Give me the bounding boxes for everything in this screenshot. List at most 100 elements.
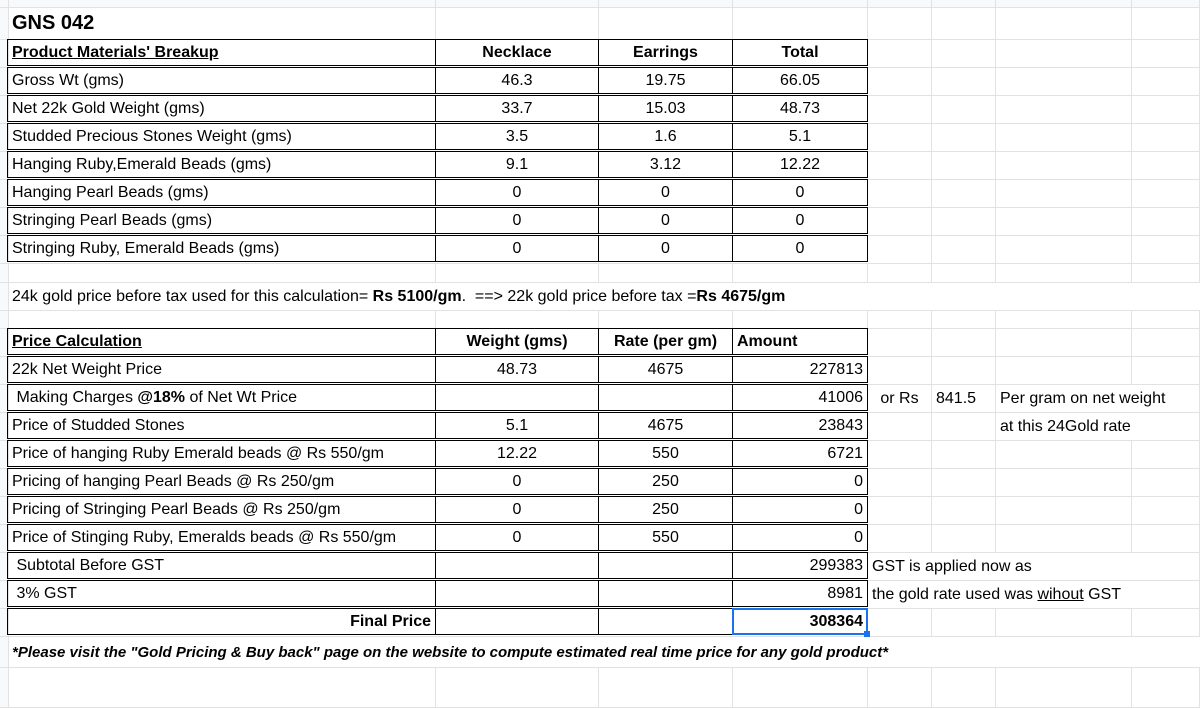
pricing-value[interactable]: 0 [435,496,599,523]
empty-cell[interactable] [599,668,733,707]
row-header[interactable] [0,8,9,39]
pricing-value[interactable] [598,580,733,607]
material-value[interactable]: 66.05 [732,67,868,94]
empty-cell[interactable] [996,40,1132,67]
material-value[interactable]: 48.73 [732,95,868,122]
pricing-title[interactable]: Price Calculation [7,328,436,355]
empty-cell[interactable] [996,0,1132,7]
materials-col-header[interactable]: Earrings [598,39,733,66]
pricing-value[interactable]: 5.1 [435,412,599,439]
empty-cell[interactable] [868,68,932,95]
empty-cell[interactable] [1132,329,1200,356]
empty-cell[interactable] [868,413,932,440]
empty-cell[interactable] [932,152,996,179]
pricing-value[interactable] [598,552,733,579]
pricing-value[interactable]: 4675 [598,412,733,439]
empty-cell[interactable] [868,96,932,123]
empty-cell[interactable] [996,609,1132,636]
empty-cell[interactable] [868,441,932,468]
per-gram-value[interactable]: 841.5 [932,385,996,412]
gold-price-note[interactable]: 24k gold price before tax used for this … [8,283,1200,310]
empty-cell[interactable] [1132,236,1200,263]
pricing-label[interactable]: 22k Net Weight Price [7,356,436,383]
empty-cell[interactable] [932,668,996,707]
footer-note[interactable]: *Please visit the "Gold Pricing & Buy ba… [8,637,1200,667]
empty-cell[interactable] [436,0,599,7]
empty-cell[interactable] [996,441,1132,468]
pricing-value[interactable]: 250 [598,496,733,523]
final-price-label[interactable]: Final Price [7,608,436,635]
material-value[interactable]: 0 [598,207,733,234]
empty-cell[interactable] [599,311,733,328]
pricing-value[interactable]: 550 [598,440,733,467]
per-gram-note[interactable]: Per gram on net weight [996,385,1200,412]
empty-cell[interactable] [932,8,996,39]
materials-col-header[interactable]: Total [732,39,868,66]
empty-cell[interactable] [8,0,436,7]
row-header[interactable] [0,581,9,608]
empty-cell[interactable] [868,180,932,207]
material-value[interactable]: 0 [598,235,733,262]
empty-cell[interactable] [932,441,996,468]
empty-cell[interactable] [1132,40,1200,67]
empty-cell[interactable] [868,124,932,151]
pricing-value[interactable]: 227813 [732,356,868,383]
row-header[interactable] [0,283,9,310]
pricing-value[interactable]: 48.73 [435,356,599,383]
pricing-value[interactable]: 550 [598,524,733,551]
material-value[interactable]: 0 [435,235,599,262]
final-price-value[interactable]: 308364 [732,608,870,637]
row-header[interactable] [0,0,9,7]
empty-cell[interactable] [996,264,1132,282]
pricing-value[interactable] [435,384,599,411]
material-label[interactable]: Stringing Pearl Beads (gms) [7,207,436,234]
row-header[interactable] [0,413,9,440]
row-header[interactable] [0,637,9,667]
row-header[interactable] [0,525,9,552]
empty-cell[interactable] [8,264,436,282]
empty-cell[interactable] [932,96,996,123]
empty-cell[interactable] [996,152,1132,179]
empty-cell[interactable] [598,608,733,635]
row-header[interactable] [0,357,9,384]
material-label[interactable]: Net 22k Gold Weight (gms) [7,95,436,122]
empty-cell[interactable] [1132,525,1200,552]
pricing-value[interactable]: 299383 [732,552,868,579]
materials-title[interactable]: Product Materials' Breakup [7,39,436,66]
material-value[interactable]: 3.12 [598,151,733,178]
material-value[interactable]: 0 [435,179,599,206]
material-value[interactable]: 9.1 [435,151,599,178]
empty-cell[interactable] [1132,497,1200,524]
pricing-value[interactable] [435,552,599,579]
empty-cell[interactable] [436,668,599,707]
row-header[interactable] [0,124,9,151]
pricing-col-header[interactable]: Amount [732,328,868,355]
empty-cell[interactable] [1132,357,1200,384]
sheet-title[interactable]: GNS 042 [8,8,436,39]
empty-cell[interactable] [1132,208,1200,235]
empty-cell[interactable] [436,8,599,39]
empty-cell[interactable] [1132,668,1200,707]
empty-cell[interactable] [1132,8,1200,39]
empty-cell[interactable] [932,469,996,496]
empty-cell[interactable] [996,96,1132,123]
pricing-value[interactable]: 0 [435,468,599,495]
empty-cell[interactable] [996,357,1132,384]
empty-cell[interactable] [932,329,996,356]
material-value[interactable]: 0 [732,235,868,262]
row-header[interactable] [0,264,9,282]
empty-cell[interactable] [996,668,1132,707]
pricing-value[interactable] [435,580,599,607]
empty-cell[interactable] [932,124,996,151]
empty-cell[interactable] [733,311,868,328]
material-value[interactable]: 15.03 [598,95,733,122]
pricing-col-header[interactable]: Rate (per gm) [598,328,733,355]
empty-cell[interactable] [868,469,932,496]
row-header[interactable] [0,96,9,123]
material-label[interactable]: Stringing Ruby, Emerald Beads (gms) [7,235,436,262]
empty-cell[interactable] [1132,0,1200,7]
empty-cell[interactable] [932,497,996,524]
empty-cell[interactable] [1132,441,1200,468]
empty-cell[interactable] [868,525,932,552]
pricing-value[interactable] [598,384,733,411]
